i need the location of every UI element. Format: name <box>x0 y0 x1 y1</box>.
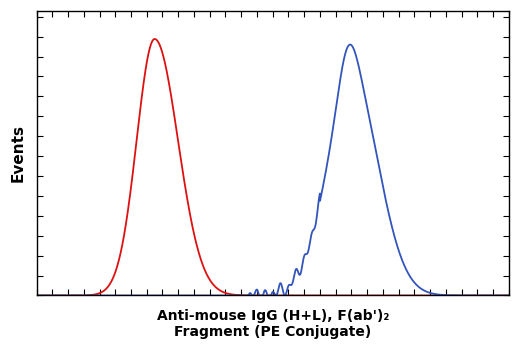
Y-axis label: Events: Events <box>11 124 26 182</box>
X-axis label: Anti-mouse IgG (H+L), F(ab')₂
Fragment (PE Conjugate): Anti-mouse IgG (H+L), F(ab')₂ Fragment (… <box>157 309 389 339</box>
